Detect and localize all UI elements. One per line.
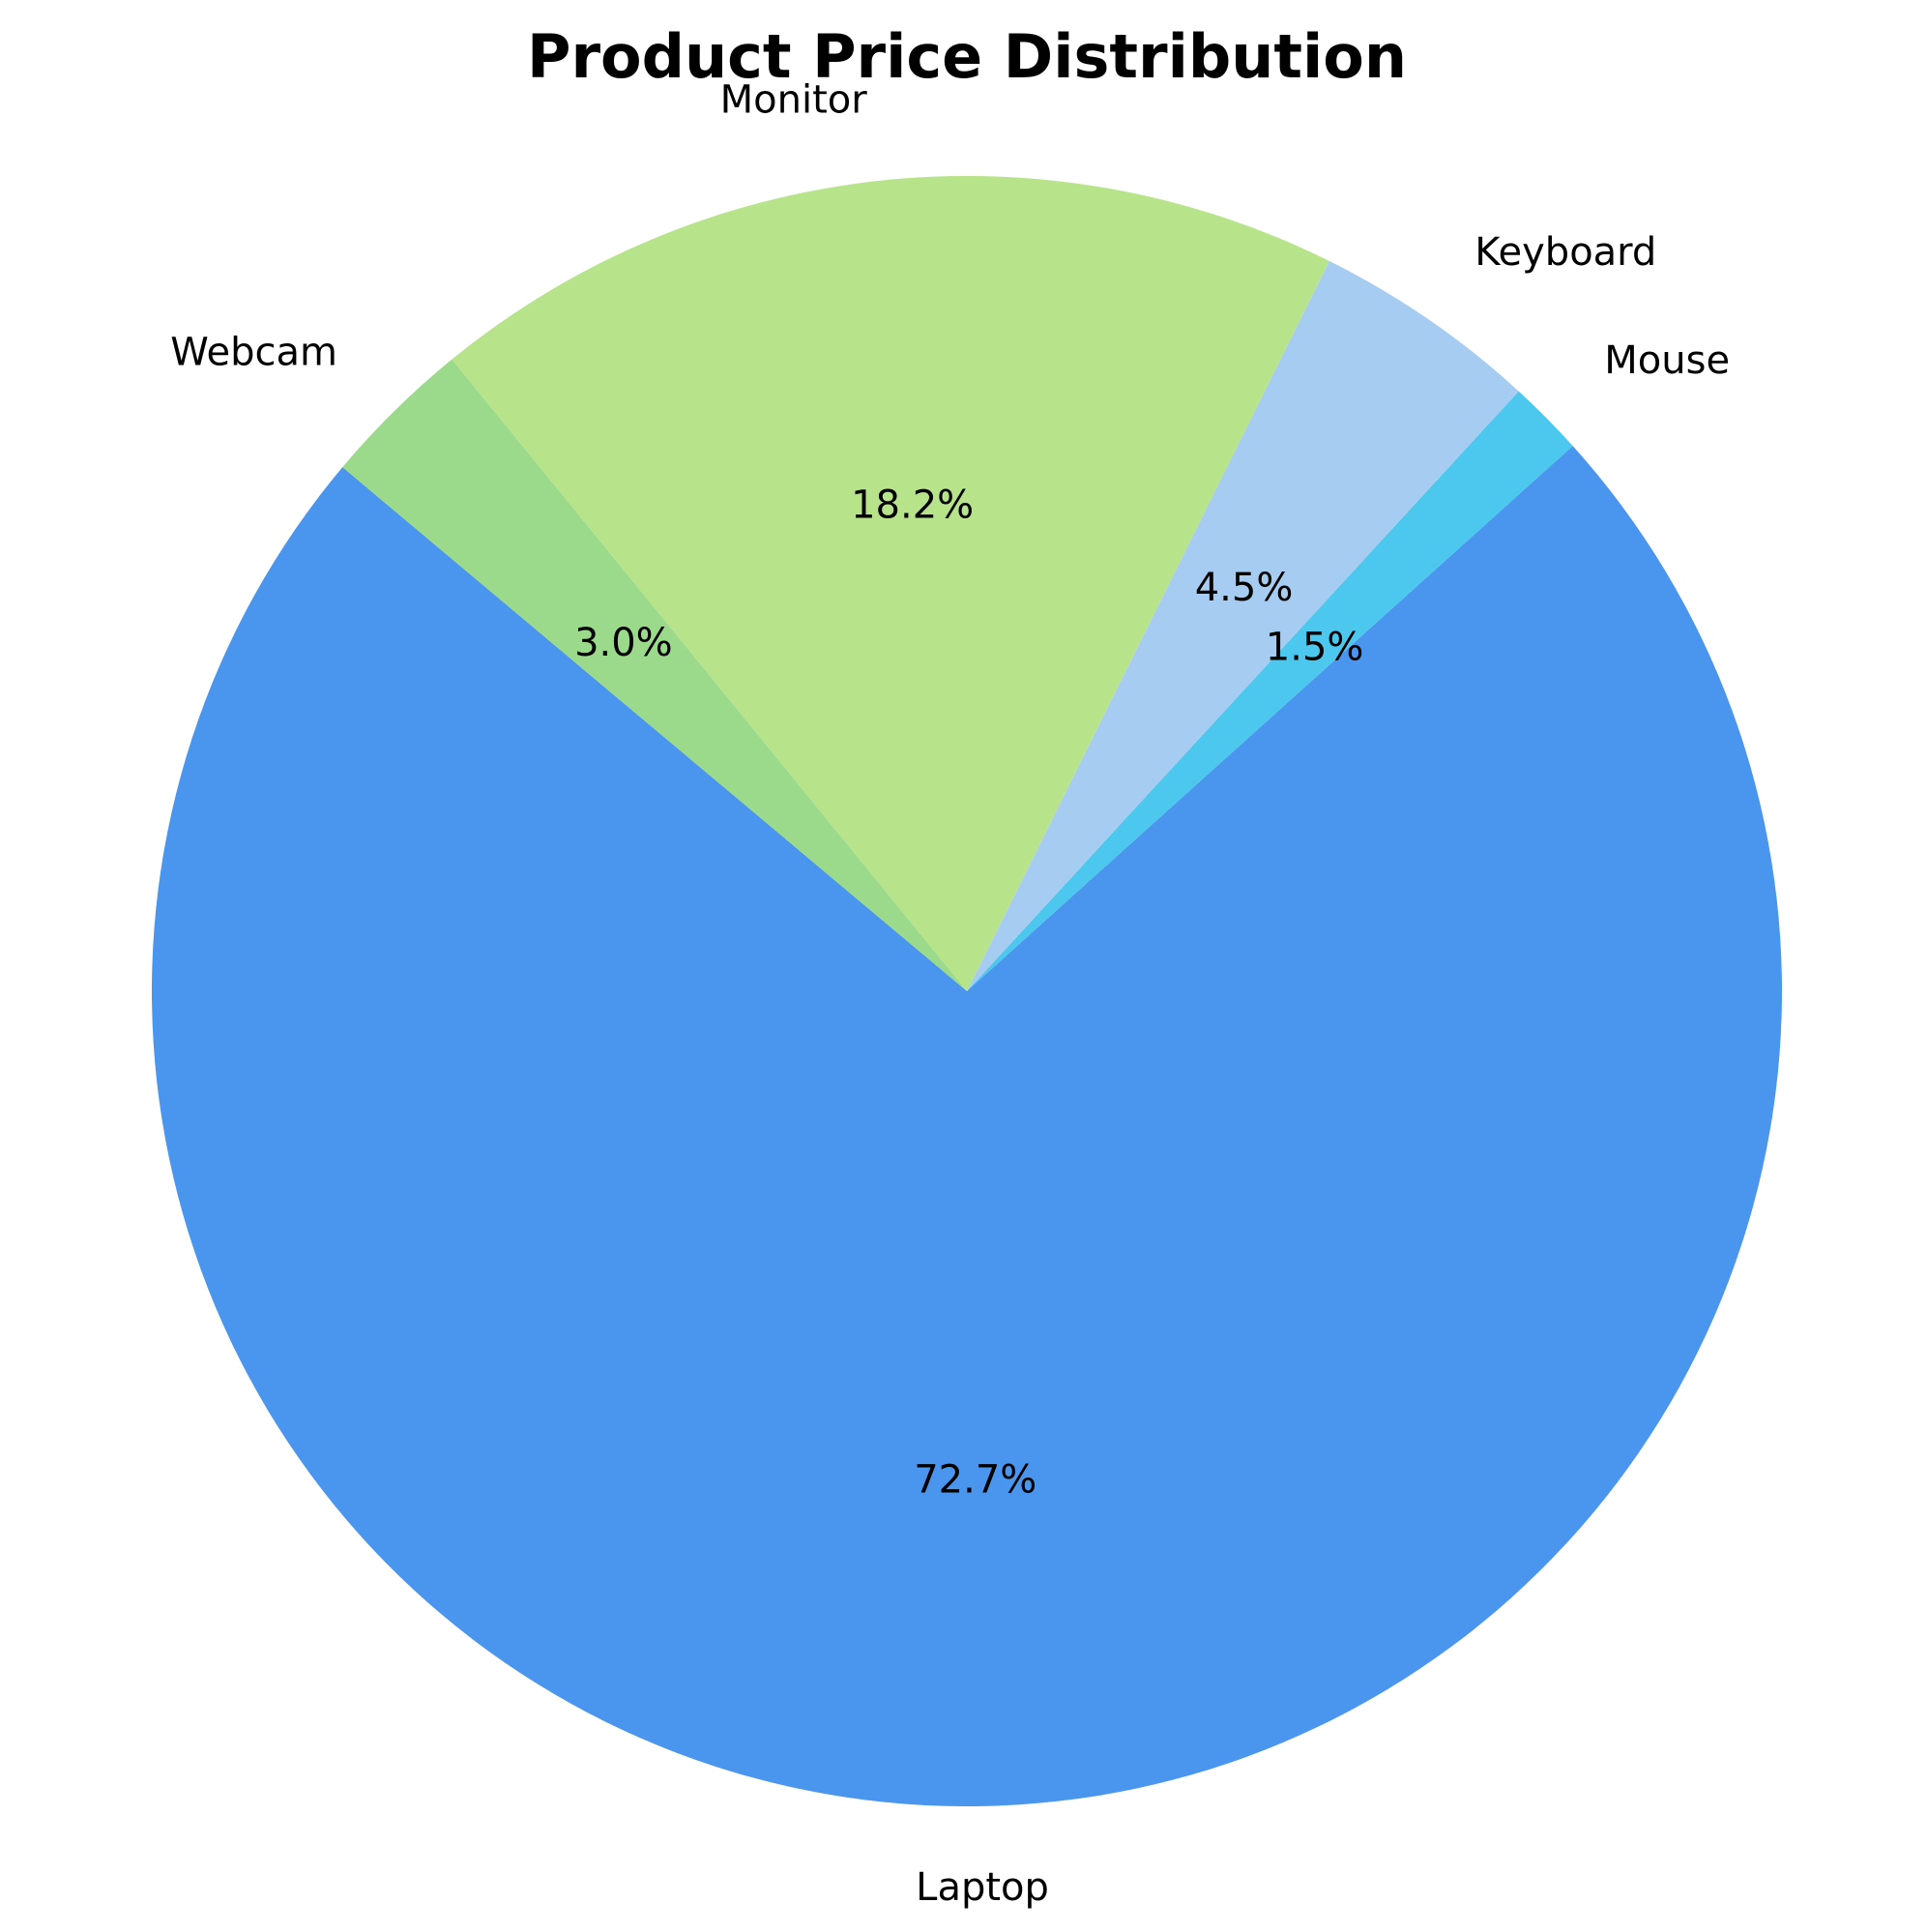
pie-slice-webcam — [342, 359, 967, 991]
slice-label-mouse: Mouse — [1604, 338, 1730, 383]
slice-value-label-mouse: 1.5% — [1266, 625, 1364, 669]
slice-label-webcam: Webcam — [170, 331, 337, 375]
pie-slice-keyboard — [967, 260, 1519, 991]
slice-label-monitor: Monitor — [720, 77, 868, 122]
pie-slice-mouse — [967, 391, 1573, 991]
pie-labels: Laptop 72.7% Mouse 1.5% Keyboard 4.5% Monitor 1… — [170, 77, 1730, 1910]
pie-slice-laptop — [152, 446, 1783, 1807]
slice-value-label-laptop: 72.7% — [914, 1458, 1036, 1503]
slice-value-label-webcam: 3.0% — [574, 621, 673, 665]
chart-title: Product Price Distribution — [527, 21, 1407, 92]
slice-value-label-keyboard: 4.5% — [1195, 566, 1294, 610]
slice-value-label-monitor: 18.2% — [851, 483, 974, 527]
slice-label-keyboard: Keyboard — [1474, 230, 1656, 275]
pie-slices — [152, 176, 1783, 1807]
pie-slice-monitor — [452, 176, 1329, 991]
slice-label-laptop: Laptop — [916, 1865, 1049, 1910]
